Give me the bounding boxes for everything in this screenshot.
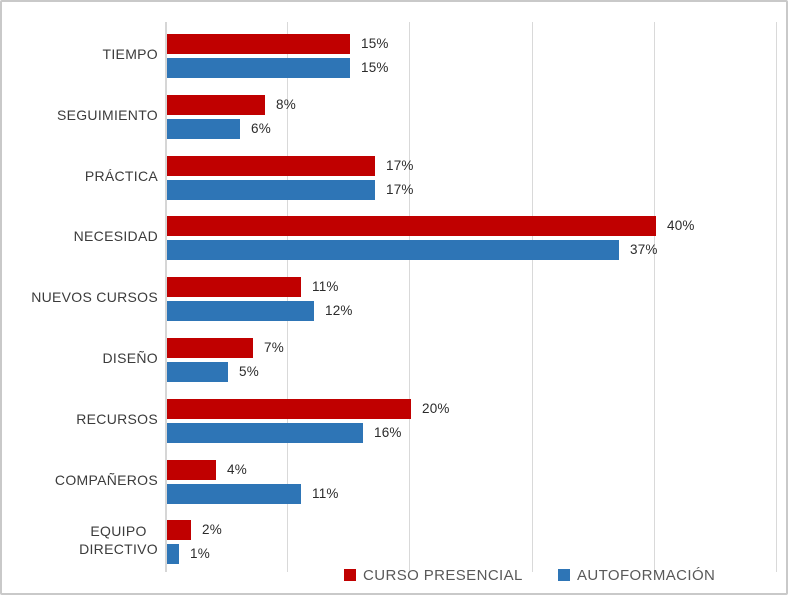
legend: CURSO PRESENCIAL AUTOFORMACIÓN bbox=[2, 565, 786, 587]
value-label-curso-presencial: 40% bbox=[667, 218, 695, 233]
bar-curso-presencial bbox=[167, 95, 265, 115]
y-axis-line bbox=[165, 22, 167, 572]
value-label-autoformacion: 37% bbox=[630, 242, 658, 257]
value-label-curso-presencial: 7% bbox=[264, 340, 284, 355]
value-label-curso-presencial: 8% bbox=[276, 97, 296, 112]
legend-label-curso-presencial: CURSO PRESENCIAL bbox=[363, 566, 523, 584]
bar-autoformacion bbox=[167, 119, 240, 139]
value-label-autoformacion: 12% bbox=[325, 303, 353, 318]
bar-curso-presencial bbox=[167, 338, 253, 358]
gridline-10 bbox=[287, 22, 288, 572]
category-label: NUEVOS CURSOS bbox=[31, 289, 158, 305]
value-label-curso-presencial: 17% bbox=[386, 158, 414, 173]
bar-curso-presencial bbox=[167, 34, 350, 54]
bar-curso-presencial bbox=[167, 520, 191, 540]
value-label-curso-presencial: 20% bbox=[422, 401, 450, 416]
bar-curso-presencial bbox=[167, 216, 656, 236]
value-label-curso-presencial: 2% bbox=[202, 522, 222, 537]
category-label: PRÁCTICA bbox=[84, 168, 158, 184]
value-label-autoformacion: 17% bbox=[386, 182, 414, 197]
value-label-autoformacion: 16% bbox=[374, 425, 402, 440]
bar-curso-presencial bbox=[167, 156, 375, 176]
bar-autoformacion bbox=[167, 180, 375, 200]
gridline-40 bbox=[654, 22, 655, 572]
bar-curso-presencial bbox=[167, 460, 216, 480]
bar-autoformacion bbox=[167, 240, 619, 260]
category-label: EQUIPO DIRECTIVO bbox=[79, 523, 158, 557]
gridline-30 bbox=[532, 22, 533, 572]
bar-autoformacion bbox=[167, 58, 350, 78]
value-label-autoformacion: 5% bbox=[239, 364, 259, 379]
value-label-curso-presencial: 4% bbox=[227, 462, 247, 477]
category-label: SEGUIMIENTO bbox=[56, 107, 158, 123]
bar-autoformacion bbox=[167, 484, 301, 504]
gridline-50 bbox=[776, 22, 777, 572]
category-label: COMPAÑEROS bbox=[54, 472, 158, 488]
gridline-20 bbox=[409, 22, 410, 572]
bar-autoformacion bbox=[167, 301, 314, 321]
bar-curso-presencial bbox=[167, 277, 301, 297]
bar-curso-presencial bbox=[167, 399, 411, 419]
category-label: NECESIDAD bbox=[73, 228, 158, 244]
bar-autoformacion bbox=[167, 423, 363, 443]
category-label: RECURSOS bbox=[76, 411, 158, 427]
bar-autoformacion bbox=[167, 362, 228, 382]
value-label-curso-presencial: 15% bbox=[361, 36, 389, 51]
legend-swatch-autoformacion bbox=[558, 569, 570, 581]
legend-label-autoformacion: AUTOFORMACIÓN bbox=[577, 566, 716, 584]
legend-swatch-curso-presencial bbox=[344, 569, 356, 581]
value-label-autoformacion: 1% bbox=[190, 546, 210, 561]
value-label-curso-presencial: 11% bbox=[312, 279, 339, 294]
legend-item-curso-presencial: CURSO PRESENCIAL bbox=[344, 565, 523, 585]
bar-autoformacion bbox=[167, 544, 179, 564]
value-label-autoformacion: 15% bbox=[361, 60, 389, 75]
plot-area: 15% 15% 8% 6% 17% 17% 40% 37% 11% 12% 7% 5% 20% 16% 4%… bbox=[165, 22, 777, 572]
legend-item-autoformacion: AUTOFORMACIÓN bbox=[558, 565, 715, 585]
value-label-autoformacion: 6% bbox=[251, 121, 271, 136]
category-label: TIEMPO bbox=[102, 46, 158, 62]
category-label: DISEÑO bbox=[102, 350, 158, 366]
value-label-autoformacion: 11% bbox=[312, 486, 339, 501]
